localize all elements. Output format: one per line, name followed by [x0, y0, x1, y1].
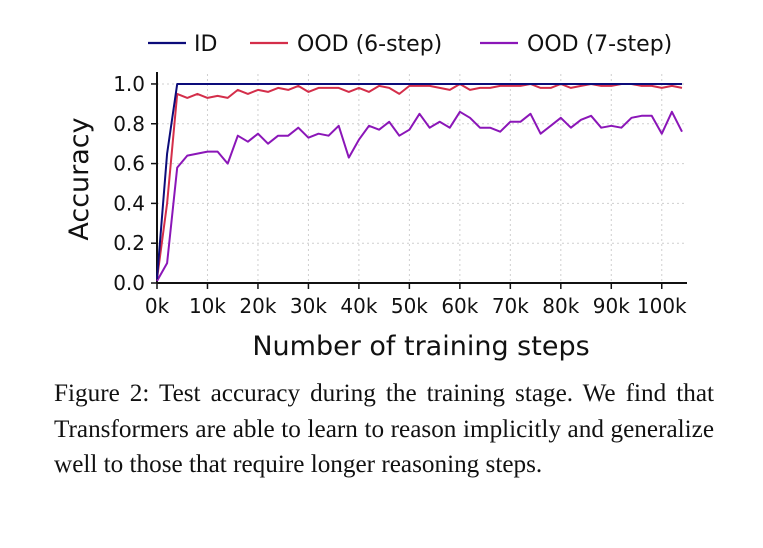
figure-caption: Figure 2: Test accuracy during the train… [54, 380, 714, 478]
y-tick-label: 0.4 [113, 191, 145, 215]
x-tick-label: 20k [239, 294, 276, 318]
legend-label: ID [194, 32, 217, 57]
axes [156, 72, 687, 284]
y-tick-label: 1.0 [113, 72, 145, 96]
legend-label: OOD (6-step) [297, 32, 442, 57]
x-tick-label: 50k [391, 294, 428, 318]
ticks: 0k 10k 20k 30k 40k 50k 60k 70k 80k 90k 100k 0.0 0.2 0… [113, 72, 687, 318]
y-tick-label: 0.0 [113, 271, 145, 295]
x-tick-label: 80k [542, 294, 579, 318]
series-line-0 [156, 83, 682, 280]
y-tick-label: 0.6 [113, 152, 145, 176]
y-axis-label: Accuracy [64, 117, 95, 240]
x-axis-label: Number of training steps [252, 331, 589, 362]
x-tick-label: 70k [492, 294, 529, 318]
x-tick-label: 60k [441, 294, 478, 318]
x-tick-label: 90k [593, 294, 630, 318]
x-tick-label: 0k [145, 294, 170, 318]
x-tick-label: 10k [189, 294, 226, 318]
y-tick-label: 0.2 [113, 231, 145, 255]
series-line-2 [156, 110, 683, 282]
legend-label: OOD (7-step) [527, 32, 672, 57]
x-tick-label: 40k [340, 294, 377, 318]
series-lines [156, 83, 683, 282]
legend: ID OOD (6-step) OOD (7-step) [148, 32, 672, 57]
x-tick-label: 30k [290, 294, 327, 318]
y-tick-label: 0.8 [113, 112, 145, 136]
grid-lines [156, 74, 687, 284]
accuracy-line-chart: 0k 10k 20k 30k 40k 50k 60k 70k 80k 90k 100k 0.0 0.2 0… [64, 32, 687, 362]
x-tick-label: 100k [637, 294, 687, 318]
